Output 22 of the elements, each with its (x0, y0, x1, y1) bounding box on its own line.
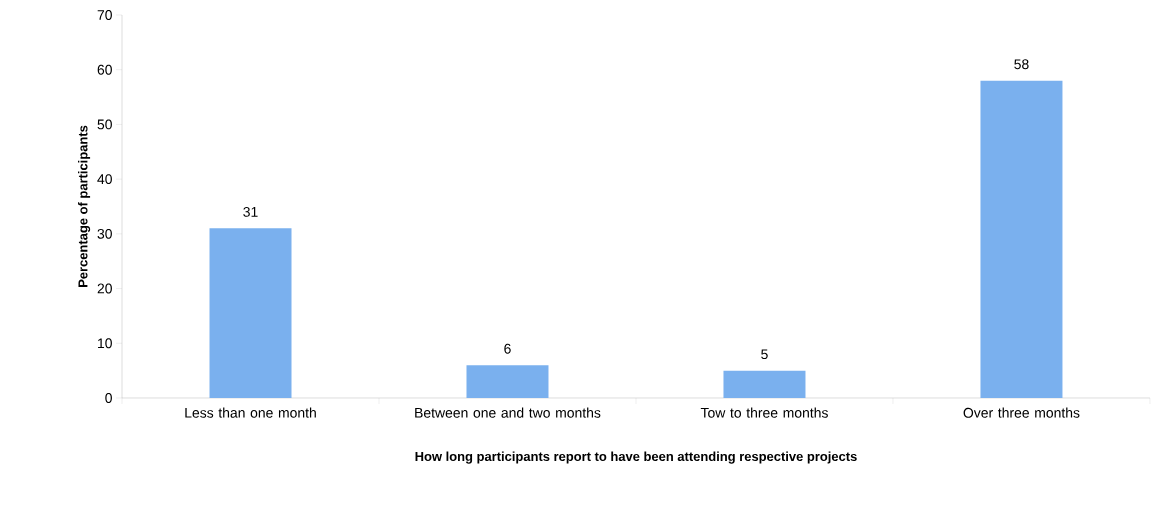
x-tick-label: Over three months (963, 407, 1080, 418)
bar (466, 365, 549, 398)
bar (723, 370, 806, 398)
x-axis-title: How long participants report to have been attending respective projects (415, 451, 857, 464)
data-label: 6 (504, 343, 511, 354)
x-tick-label: Between one and two months (415, 407, 601, 418)
y-tick-label: 30 (97, 228, 112, 239)
y-tick-label: 60 (97, 64, 112, 75)
x-tick-label: Tow to three months (700, 407, 828, 418)
data-label: 58 (1014, 59, 1029, 70)
x-tick-label: Less than one month (185, 407, 316, 418)
y-tick-label: 50 (97, 119, 112, 130)
y-tick-label: 20 (97, 283, 112, 294)
data-label: 5 (761, 349, 768, 360)
data-label: 31 (243, 206, 258, 217)
y-tick-label: 40 (97, 174, 112, 185)
y-tick-label: 0 (105, 393, 112, 403)
y-tick-label: 10 (98, 338, 112, 349)
bar (980, 80, 1063, 398)
y-axis-title: Percentage of participants (78, 125, 91, 287)
y-tick-label: 70 (97, 10, 112, 20)
bar (209, 228, 292, 398)
